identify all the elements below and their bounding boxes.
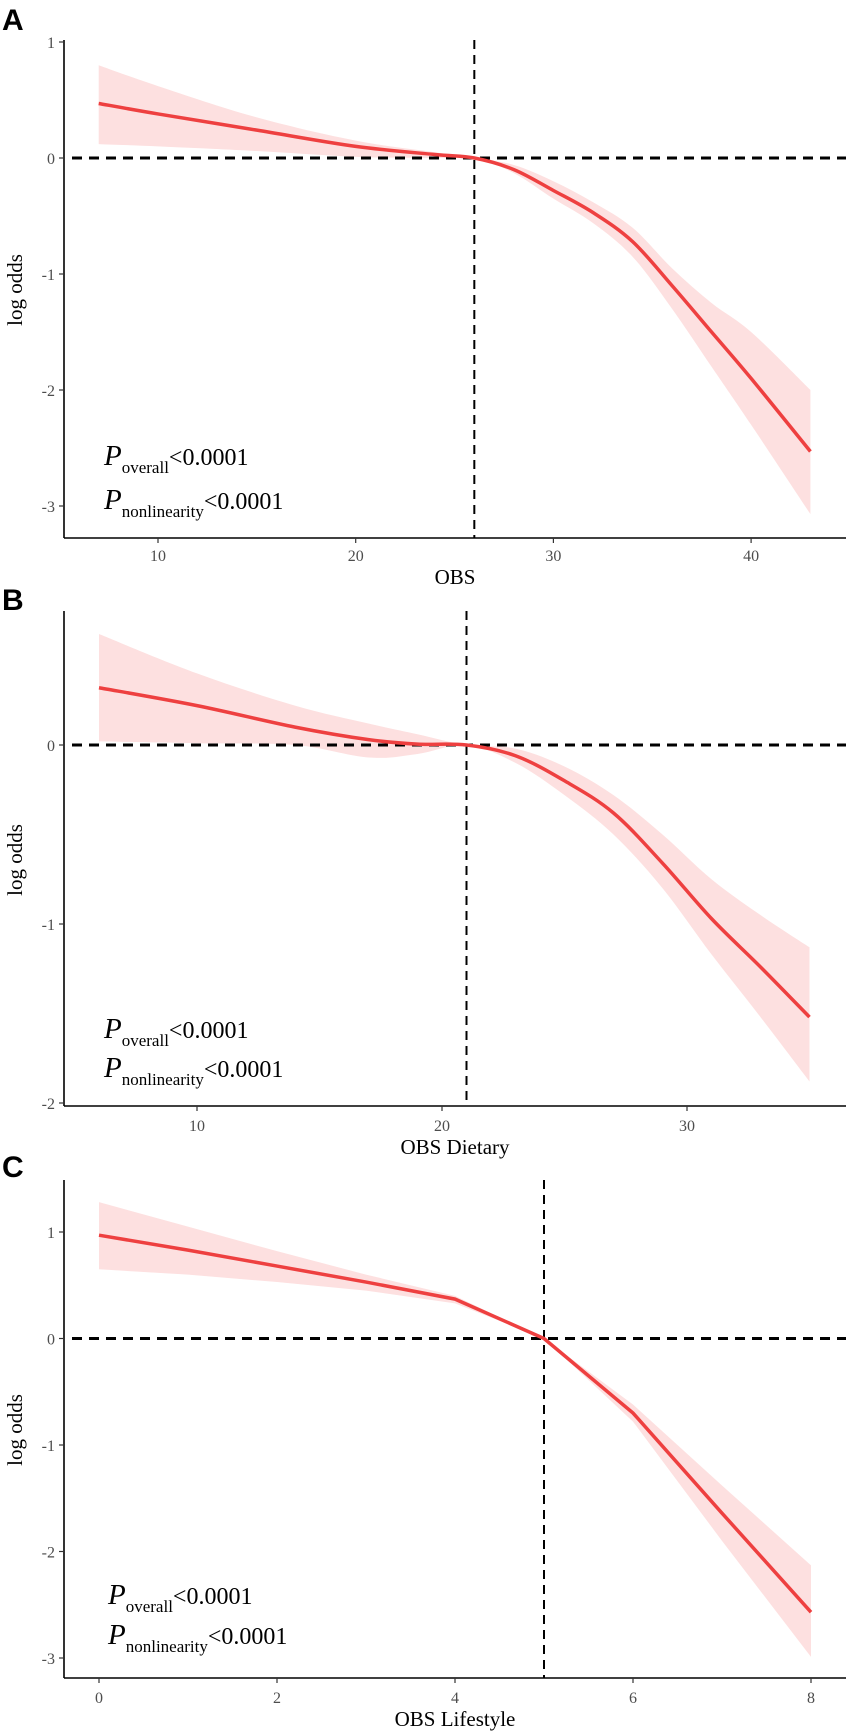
y-tick-label: -3 [42, 499, 55, 516]
x-tick-label: 30 [679, 1118, 695, 1135]
panel-label: B [2, 584, 24, 617]
p-value-text: <0.0001 [204, 489, 284, 515]
x-tick-label: 4 [451, 1690, 459, 1707]
y-tick-label: -3 [42, 1651, 55, 1668]
y-tick-label: -2 [42, 1096, 55, 1113]
p-value-text: <0.0001 [204, 1057, 284, 1083]
y-tick-label: 1 [47, 1225, 55, 1242]
x-tick-label: 40 [743, 548, 759, 565]
p-subscript: overall [126, 1597, 173, 1616]
y-tick-label: 0 [47, 738, 55, 755]
y-tick-label: 0 [47, 1332, 55, 1349]
confidence-band [98, 65, 811, 515]
p-value-annotation: Poverall<0.0001 [103, 440, 248, 477]
y-tick-label: 1 [47, 35, 55, 52]
x-tick-label: 8 [807, 1690, 815, 1707]
p-value-annotation: Poverall<0.0001 [103, 1013, 248, 1050]
p-subscript: nonlinearity [122, 1070, 205, 1089]
p-subscript: nonlinearity [122, 502, 205, 521]
estimate-curve [98, 685, 811, 1019]
y-tick-label: -1 [42, 1438, 55, 1455]
y-axis-title: log odds [3, 824, 27, 896]
y-tick-label: -2 [42, 383, 55, 400]
p-subscript: overall [122, 1031, 169, 1050]
panel-label: A [2, 4, 24, 37]
x-tick-label: 10 [189, 1118, 205, 1135]
p-symbol: P [107, 1619, 126, 1651]
p-subscript: nonlinearity [126, 1637, 209, 1656]
p-symbol: P [103, 484, 122, 516]
y-axis-title: log odds [3, 1394, 27, 1466]
p-subscript: overall [122, 458, 169, 477]
p-symbol: P [103, 440, 122, 472]
estimate-curve [98, 1233, 813, 1614]
x-tick-label: 0 [95, 1690, 103, 1707]
p-symbol: P [107, 1579, 126, 1611]
x-axis-title: OBS Lifestyle [395, 1707, 516, 1731]
x-tick-label: 10 [150, 548, 166, 565]
p-value-annotation: Poverall<0.0001 [107, 1579, 252, 1616]
p-value-text: <0.0001 [169, 445, 249, 471]
p-value-text: <0.0001 [169, 1018, 249, 1044]
p-value-annotation: Pnonlinearity<0.0001 [103, 484, 283, 521]
x-tick-label: 6 [629, 1690, 637, 1707]
p-value-text: <0.0001 [173, 1584, 253, 1610]
y-tick-label: -2 [42, 1545, 55, 1562]
y-tick-label: 0 [47, 151, 55, 168]
y-tick-label: -1 [42, 267, 55, 284]
x-axis-title: OBS [435, 565, 476, 589]
x-tick-label: 2 [273, 1690, 281, 1707]
p-value-annotation: Pnonlinearity<0.0001 [103, 1052, 283, 1089]
p-symbol: P [103, 1052, 122, 1084]
x-tick-label: 30 [545, 548, 561, 565]
p-value-annotation: Pnonlinearity<0.0001 [107, 1619, 287, 1656]
p-symbol: P [103, 1013, 122, 1045]
confidence-band [99, 634, 810, 1082]
y-axis-title: log odds [3, 254, 27, 326]
panel-label: C [2, 1151, 24, 1184]
x-axis-title: OBS Dietary [400, 1135, 510, 1159]
x-tick-label: 20 [434, 1118, 450, 1135]
p-value-text: <0.0001 [208, 1624, 288, 1650]
x-tick-label: 20 [348, 548, 364, 565]
y-tick-label: -1 [42, 917, 55, 934]
estimate-curve [98, 101, 812, 453]
